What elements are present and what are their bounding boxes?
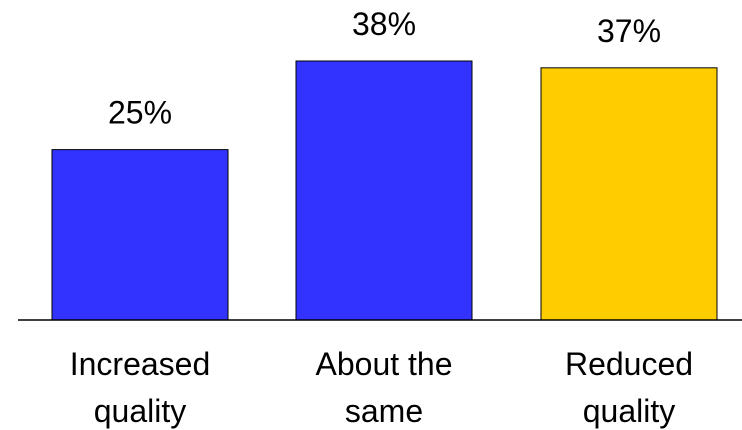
value-label-0: 25% bbox=[108, 95, 172, 131]
category-label-0-line-1: quality bbox=[94, 393, 187, 429]
bars-layer bbox=[51, 60, 718, 321]
category-label-1-line-0: About the bbox=[316, 346, 453, 382]
category-label-2-line-0: Reduced bbox=[565, 346, 693, 382]
value-label-2: 37% bbox=[597, 13, 661, 49]
category-label-0-line-0: Increased bbox=[70, 346, 211, 382]
category-labels-layer: Increased quality About the same Reduced qual… bbox=[70, 346, 693, 429]
category-label-0: Increased quality bbox=[70, 346, 211, 429]
category-label-1-line-1: same bbox=[345, 393, 423, 429]
category-label-2: Reduced quality bbox=[565, 346, 693, 429]
value-label-1: 38% bbox=[352, 6, 416, 42]
category-label-1: About the same bbox=[316, 346, 453, 429]
bar-2 bbox=[540, 67, 718, 321]
bar-1 bbox=[295, 60, 473, 321]
bar-0 bbox=[51, 149, 229, 321]
value-labels-layer: 25% 38% 37% bbox=[108, 6, 661, 131]
category-label-2-line-1: quality bbox=[583, 393, 676, 429]
